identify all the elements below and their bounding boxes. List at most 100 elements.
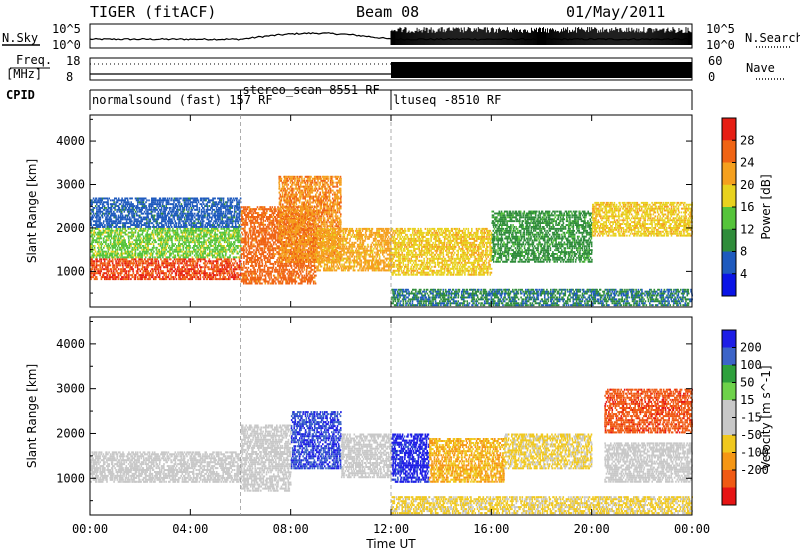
echo-cell bbox=[96, 220, 98, 223]
echo-cell bbox=[191, 239, 194, 242]
echo-cell bbox=[93, 245, 96, 247]
echo-cell bbox=[157, 260, 160, 263]
echo-cell bbox=[191, 197, 194, 200]
echo-cell bbox=[161, 227, 163, 230]
echo-cell bbox=[203, 250, 205, 253]
echo-cell bbox=[108, 278, 111, 281]
echo-cell bbox=[171, 218, 173, 221]
echo-cell bbox=[91, 260, 93, 263]
echo-cell bbox=[164, 214, 166, 217]
echo-cell bbox=[96, 203, 98, 206]
echo-cell bbox=[99, 203, 102, 206]
echo-cell bbox=[219, 278, 221, 281]
echo-cell bbox=[112, 250, 114, 253]
echo-cell bbox=[107, 239, 109, 242]
echo-cell bbox=[141, 276, 144, 279]
echo-cell bbox=[251, 259, 253, 261]
echo-cell bbox=[263, 268, 266, 271]
echo-cell bbox=[199, 266, 202, 269]
echo-cell bbox=[269, 221, 271, 224]
echo-cell bbox=[144, 246, 147, 249]
echo-cell bbox=[197, 272, 200, 275]
echo-cell bbox=[180, 203, 183, 206]
echo-cell bbox=[99, 237, 102, 240]
echo-cell bbox=[110, 233, 113, 236]
echo-cell bbox=[189, 262, 192, 265]
echo-cell bbox=[107, 266, 109, 269]
echo-cell bbox=[99, 256, 101, 259]
echo-cell bbox=[99, 264, 102, 267]
echo-cell bbox=[200, 197, 203, 200]
echo-cell bbox=[96, 207, 98, 209]
echo-cell bbox=[135, 226, 138, 228]
echo-cell bbox=[251, 262, 253, 265]
echo-cell bbox=[205, 235, 208, 238]
echo-cell bbox=[106, 268, 109, 271]
echo-cell bbox=[228, 264, 230, 267]
echo-cell bbox=[152, 252, 154, 255]
echo-cell bbox=[247, 239, 250, 242]
echo-cell bbox=[117, 197, 120, 200]
echo-cell bbox=[216, 278, 219, 281]
echo-cell bbox=[169, 246, 172, 249]
echo-cell bbox=[206, 278, 209, 281]
echo-cell bbox=[279, 280, 282, 283]
echo-cell bbox=[231, 218, 234, 221]
echo-cell bbox=[165, 256, 168, 259]
echo-cell bbox=[117, 241, 120, 244]
echo-cell bbox=[206, 272, 209, 275]
echo-cell bbox=[211, 239, 213, 242]
echo-cell bbox=[238, 268, 240, 271]
echo-cell bbox=[262, 208, 264, 211]
echo-cell bbox=[186, 272, 188, 275]
echo-cell bbox=[244, 229, 246, 232]
echo-cell bbox=[119, 237, 122, 240]
echo-cell bbox=[125, 252, 128, 255]
echo-cell bbox=[123, 256, 125, 259]
echo-cell bbox=[102, 256, 105, 259]
echo-cell bbox=[149, 220, 152, 223]
echo-cell bbox=[102, 268, 105, 271]
echo-cell bbox=[133, 262, 136, 265]
echo-cell bbox=[187, 256, 189, 259]
echo-cell bbox=[179, 201, 181, 204]
echo-cell bbox=[175, 258, 178, 261]
echo-cell bbox=[154, 258, 156, 261]
echo-cell bbox=[187, 239, 189, 242]
echo-cell bbox=[155, 264, 157, 267]
echo-cell bbox=[204, 276, 206, 279]
echo-cell bbox=[220, 256, 222, 259]
echo-cell bbox=[170, 224, 172, 226]
echo-cell bbox=[183, 268, 186, 271]
echo-cell bbox=[147, 258, 149, 261]
echo-cell bbox=[117, 262, 120, 265]
echo-cell bbox=[143, 278, 146, 281]
echo-cell bbox=[165, 239, 167, 242]
echo-cell bbox=[187, 272, 189, 275]
echo-cell bbox=[217, 262, 219, 265]
echo-cell bbox=[122, 252, 124, 255]
echo-cell bbox=[217, 210, 220, 213]
echo-cell bbox=[220, 208, 222, 211]
echo-cell bbox=[201, 246, 203, 249]
echo-cell bbox=[98, 231, 100, 234]
echo-cell bbox=[222, 212, 225, 215]
echo-cell bbox=[152, 245, 155, 247]
echo-cell bbox=[227, 262, 229, 265]
echo-cell bbox=[204, 224, 207, 226]
echo-cell bbox=[212, 276, 215, 279]
echo-cell bbox=[140, 246, 142, 249]
echo-cell bbox=[93, 231, 96, 234]
echo-cell bbox=[112, 264, 114, 267]
echo-cell bbox=[91, 276, 94, 279]
echo-cell bbox=[245, 272, 247, 275]
echo-cell bbox=[131, 197, 133, 200]
echo-cell bbox=[232, 270, 235, 273]
echo-cell bbox=[136, 272, 138, 275]
echo-cell bbox=[178, 264, 180, 267]
echo-cell bbox=[230, 233, 232, 236]
echo-cell bbox=[217, 268, 220, 271]
nsearch-label: N.Search bbox=[745, 31, 800, 45]
echo-cell bbox=[150, 212, 153, 215]
echo-cell bbox=[114, 233, 116, 236]
